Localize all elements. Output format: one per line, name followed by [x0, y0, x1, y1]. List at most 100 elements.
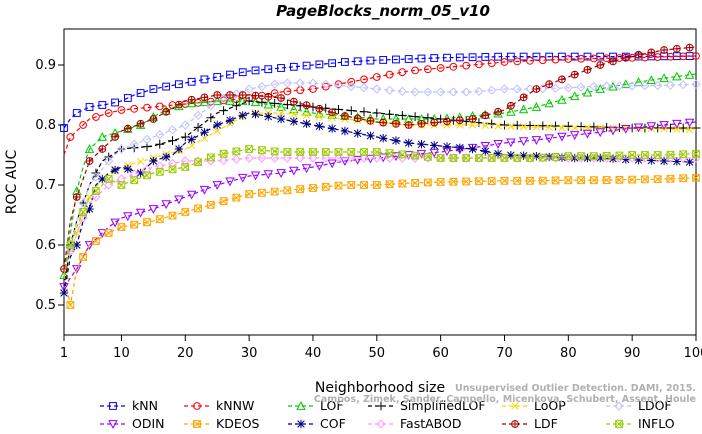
- series-point: [615, 151, 624, 160]
- series-point: [277, 109, 285, 117]
- series-point: [251, 66, 260, 75]
- series-point: [321, 79, 331, 89]
- series-point: [175, 80, 183, 89]
- series-point: [365, 154, 376, 164]
- series-point: [532, 52, 541, 61]
- series-point: [290, 98, 298, 105]
- series-point: [500, 154, 509, 162]
- series-point: [635, 51, 642, 59]
- x-axis-label: Neighborhood size: [315, 380, 445, 396]
- series-point: [353, 57, 362, 66]
- series-point: [641, 175, 649, 184]
- series-point: [646, 122, 657, 132]
- y-tick-label: 0.9: [35, 58, 56, 73]
- series-point: [359, 153, 369, 163]
- legend-marker: [193, 402, 201, 410]
- series-line: [63, 112, 697, 294]
- series-point: [174, 195, 184, 205]
- series-point: [219, 149, 228, 158]
- series-point: [411, 151, 420, 160]
- series-point: [621, 155, 630, 164]
- series-point: [520, 94, 528, 101]
- series-point: [442, 142, 452, 151]
- legend-label: INFLO: [638, 416, 675, 431]
- watermark-line-2: Campos, Zimek, Sander, Campello, Micenko…: [314, 394, 696, 405]
- series-point: [238, 111, 247, 120]
- series-point: [627, 81, 637, 91]
- series-point: [276, 102, 286, 111]
- series-point: [251, 110, 260, 119]
- series-point: [302, 61, 311, 70]
- series-point: [111, 98, 119, 107]
- series-point: [678, 123, 688, 133]
- series-point: [85, 204, 94, 214]
- series-point: [193, 110, 203, 121]
- series-point: [136, 168, 145, 178]
- series-point: [91, 172, 101, 182]
- series-line: [63, 177, 697, 306]
- series-point: [213, 127, 221, 135]
- series-point: [226, 70, 234, 79]
- series-point: [487, 154, 496, 162]
- series-point: [519, 151, 528, 160]
- series-point: [494, 52, 503, 61]
- series-point: [494, 108, 502, 116]
- series-point: [691, 79, 701, 89]
- series-point: [418, 120, 425, 128]
- series-point: [136, 89, 145, 97]
- series-point: [213, 73, 222, 81]
- series-point: [302, 111, 311, 120]
- legend-item: KDEOS: [184, 416, 260, 431]
- series-point: [531, 102, 542, 111]
- series-point: [135, 120, 146, 129]
- series-point: [161, 152, 171, 162]
- series-point: [532, 123, 541, 131]
- series-point: [494, 122, 502, 130]
- series-point: [410, 112, 420, 121]
- series-point: [193, 123, 203, 132]
- series-point: [66, 241, 75, 249]
- series-point: [596, 124, 604, 132]
- series-point: [571, 71, 579, 78]
- series-point: [257, 146, 266, 155]
- series-point: [430, 119, 438, 126]
- series-point: [314, 161, 325, 171]
- series-point: [392, 120, 400, 128]
- series-point: [474, 86, 484, 97]
- series-point: [410, 87, 420, 97]
- series-point: [333, 80, 344, 91]
- series-point: [558, 124, 566, 132]
- series-simplifiedlof: [63, 96, 701, 288]
- series-point: [136, 157, 145, 166]
- series-point: [174, 144, 184, 154]
- series-point: [65, 243, 75, 253]
- series-point: [104, 156, 114, 166]
- series-point: [583, 153, 592, 163]
- series-point: [270, 79, 280, 89]
- series-point: [174, 101, 184, 111]
- series-point: [347, 77, 356, 86]
- legend-item: FastABOD: [368, 416, 462, 431]
- series-point: [672, 119, 682, 129]
- series-point: [60, 124, 68, 132]
- series-point: [91, 192, 101, 202]
- series-point: [219, 197, 228, 206]
- series-point: [97, 229, 108, 238]
- series-point: [417, 140, 426, 149]
- y-axis: 0.5 0.6 0.7 0.8 0.9: [35, 58, 64, 313]
- series-point: [360, 181, 368, 189]
- series-point: [366, 56, 375, 65]
- series-point: [487, 119, 497, 129]
- series-point: [334, 181, 343, 190]
- series-point: [385, 109, 394, 119]
- series-point: [354, 115, 362, 122]
- series-point: [423, 152, 432, 161]
- series-point: [143, 103, 151, 112]
- series-point: [557, 132, 567, 142]
- series-point: [257, 153, 267, 163]
- series-point: [359, 107, 369, 117]
- series-point: [352, 155, 363, 165]
- series-point: [315, 105, 323, 113]
- series-point: [506, 138, 516, 148]
